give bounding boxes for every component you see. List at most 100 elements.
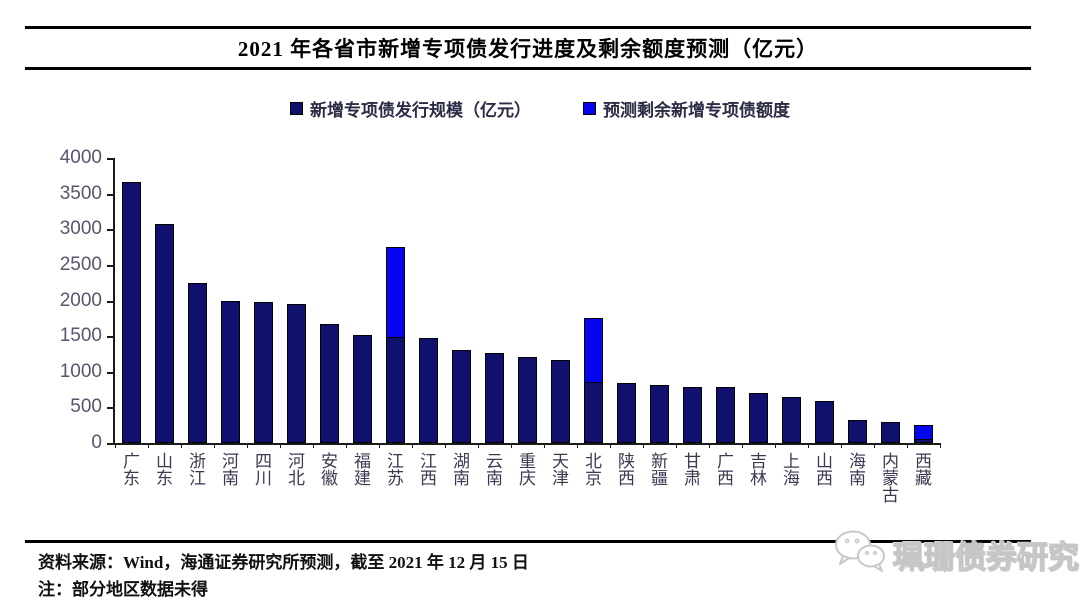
y-tick: [107, 229, 115, 232]
bar-segment-issued: [518, 357, 537, 443]
x-axis-label-text: 内蒙古: [879, 452, 898, 503]
bar-segment-issued: [848, 420, 867, 443]
legend-label-remaining: 预测剩余新增专项债额度: [603, 101, 790, 120]
bar-segment-issued: [716, 387, 735, 443]
x-axis-label-text: 山东: [153, 452, 172, 486]
bar-segment-remaining: [584, 318, 603, 383]
bar-segment-issued: [617, 383, 636, 443]
x-tick: [841, 443, 842, 448]
y-tick: [107, 336, 115, 339]
x-axis-label: 河北: [278, 452, 311, 486]
x-axis-label: 内蒙古: [872, 452, 905, 503]
y-tick: [107, 407, 115, 410]
x-axis-label: 天津: [542, 452, 575, 486]
watermark: 珮珊债券研究: [833, 528, 1080, 581]
legend-item-issued: 新增专项债发行规模（亿元）: [290, 96, 531, 121]
x-axis-label: 陕西: [608, 452, 641, 486]
bar-segment-issued: [551, 360, 570, 443]
y-tick: [107, 193, 115, 196]
bar-segment-issued: [485, 353, 504, 443]
x-tick: [907, 443, 908, 448]
x-tick: [445, 443, 446, 448]
x-axis-label: 云南: [476, 452, 509, 486]
x-axis-label: 新疆: [641, 452, 674, 486]
x-axis-label: 四川: [245, 452, 278, 486]
bar-segment-issued: [584, 382, 603, 443]
x-axis-label: 湖南: [443, 452, 476, 486]
x-tick: [181, 443, 182, 448]
x-tick: [676, 443, 677, 448]
x-tick: [808, 443, 809, 448]
x-tick: [247, 443, 248, 448]
y-axis-label: 0: [91, 432, 102, 453]
x-tick: [115, 443, 116, 448]
y-axis-labels: 0 500 1000 1500 2000 2500 3000 3500 4000: [28, 147, 102, 453]
bar-segment-remaining: [386, 247, 405, 338]
bar-segment-issued: [386, 337, 405, 443]
x-axis-label-text: 湖南: [450, 452, 469, 486]
bar-segment-issued: [155, 224, 174, 443]
x-axis-label-text: 广东: [120, 452, 139, 486]
x-tick: [643, 443, 644, 448]
bar-segment-issued: [881, 422, 900, 443]
bar-segment-issued: [221, 301, 240, 443]
bar-segment-issued: [287, 304, 306, 443]
x-axis-label-text: 四川: [252, 452, 271, 486]
x-axis-label-text: 上海: [780, 452, 799, 486]
x-tick: [511, 443, 512, 448]
x-axis-label: 海南: [839, 452, 872, 486]
x-tick: [280, 443, 281, 448]
bar-segment-issued: [452, 350, 471, 443]
y-tick: [107, 264, 115, 267]
watermark-text: 珮珊债券研究: [892, 539, 1079, 575]
bar-segment-issued: [353, 335, 372, 443]
x-axis-label-text: 甘肃: [681, 452, 700, 486]
x-axis-label: 山西: [806, 452, 839, 486]
x-axis-label-text: 海南: [846, 452, 865, 486]
x-axis-label: 吉林: [740, 452, 773, 486]
x-axis-label-text: 西藏: [912, 452, 931, 486]
x-tick: [379, 443, 380, 448]
x-axis-label: 河南: [212, 452, 245, 486]
x-tick: [610, 443, 611, 448]
x-tick: [940, 443, 941, 448]
bar-segment-issued: [419, 338, 438, 443]
x-axis-label-text: 河南: [219, 452, 238, 486]
x-axis-label: 福建: [344, 452, 377, 486]
x-axis-label-text: 重庆: [516, 452, 535, 486]
x-axis-label-text: 新疆: [648, 452, 667, 486]
y-tick: [107, 371, 115, 374]
x-axis-label: 广西: [707, 452, 740, 486]
x-axis-label-text: 浙江: [186, 452, 205, 486]
x-axis-label-text: 江西: [417, 452, 436, 486]
x-axis-label: 江西: [410, 452, 443, 486]
x-axis-label: 山东: [146, 452, 179, 486]
x-axis-label-text: 北京: [582, 452, 601, 486]
legend-label-issued: 新增专项债发行规模（亿元）: [310, 101, 531, 120]
x-axis-label: 江苏: [377, 452, 410, 486]
x-axis-label-text: 吉林: [747, 452, 766, 486]
y-tick: [107, 158, 115, 160]
y-axis-label: 4000: [59, 147, 102, 168]
y-axis-label: 2500: [59, 253, 102, 275]
x-tick: [478, 443, 479, 448]
x-axis-label-text: 天津: [549, 452, 568, 486]
x-axis-label: 西藏: [905, 452, 938, 486]
chart-title-text: 2021 年各省市新增专项债发行进度及剩余额度预测（亿元）: [237, 37, 819, 61]
x-axis-label: 甘肃: [674, 452, 707, 486]
x-tick: [214, 443, 215, 448]
y-axis-label: 3000: [59, 218, 102, 240]
y-axis-label: 2000: [59, 289, 102, 311]
source-text: 资料来源：Wind，海通证券研究所预测，截至 2021 年 12 月 15 日: [38, 553, 529, 572]
bar-segment-issued: [815, 401, 834, 443]
x-axis-label-text: 陕西: [615, 452, 634, 486]
bar-segment-issued: [320, 324, 339, 443]
x-axis-label-text: 江苏: [384, 452, 403, 486]
wechat-icon: [833, 528, 887, 581]
x-tick: [742, 443, 743, 448]
y-axis-label: 500: [70, 396, 102, 418]
x-tick: [412, 443, 413, 448]
bar-segment-issued: [122, 182, 141, 443]
x-axis-label-text: 广西: [714, 452, 733, 486]
